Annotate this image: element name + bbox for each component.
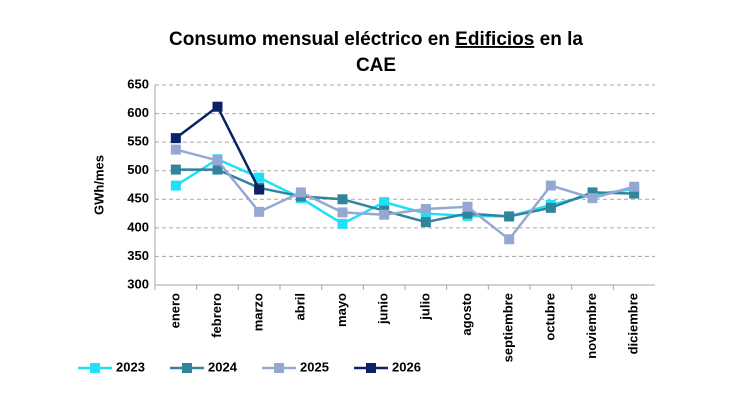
y-tick-label: 650 bbox=[127, 76, 149, 91]
y-tick-label: 450 bbox=[127, 191, 149, 206]
marker bbox=[587, 193, 598, 204]
x-tick-label: enero bbox=[167, 293, 182, 328]
legend-label: 2023 bbox=[116, 359, 145, 374]
x-tick-label: septiembre bbox=[501, 293, 516, 362]
marker bbox=[170, 164, 181, 175]
marker bbox=[295, 187, 306, 198]
y-tick-label: 550 bbox=[127, 134, 149, 149]
marker bbox=[462, 208, 473, 219]
x-tick-label: abril bbox=[292, 293, 307, 320]
marker bbox=[587, 187, 598, 198]
y-tick-label: 600 bbox=[127, 105, 149, 120]
marker bbox=[504, 211, 515, 222]
marker bbox=[337, 207, 348, 218]
marker bbox=[337, 194, 348, 205]
marker bbox=[254, 172, 265, 183]
marker bbox=[212, 155, 223, 166]
marker bbox=[337, 218, 348, 229]
title-part: Consumo mensual eléctrico en bbox=[169, 29, 450, 50]
legend-label: 2024 bbox=[208, 359, 238, 374]
marker bbox=[629, 188, 640, 199]
marker bbox=[170, 180, 181, 191]
marker bbox=[379, 197, 390, 208]
marker bbox=[170, 133, 181, 144]
x-tick-label: noviembre bbox=[584, 293, 599, 359]
marker bbox=[379, 209, 390, 220]
series-line bbox=[175, 148, 635, 242]
marker bbox=[212, 164, 223, 175]
marker bbox=[420, 217, 431, 228]
legend-label: 2026 bbox=[392, 359, 421, 374]
marker bbox=[212, 101, 223, 112]
x-tick-label: marzo bbox=[251, 293, 266, 331]
y-tick-label: 300 bbox=[127, 276, 149, 291]
y-axis-label: GWh/mes bbox=[91, 155, 106, 215]
x-tick-label: julio bbox=[417, 293, 432, 321]
x-tick-label: octubre bbox=[542, 293, 557, 341]
x-tick-label: diciembre bbox=[626, 293, 641, 354]
legend-marker bbox=[274, 363, 284, 373]
legend-marker bbox=[366, 363, 376, 373]
chart-title: Consumo mensual eléctrico en Edificios e… bbox=[169, 29, 583, 50]
legend-label: 2025 bbox=[300, 359, 329, 374]
y-tick-label: 500 bbox=[127, 162, 149, 177]
marker bbox=[629, 181, 640, 192]
title-part: en la bbox=[540, 29, 584, 50]
chart-title: CAE bbox=[356, 55, 396, 76]
legend-marker bbox=[182, 363, 192, 373]
marker bbox=[254, 184, 265, 195]
legend-marker bbox=[90, 363, 100, 373]
marker bbox=[254, 206, 265, 217]
x-tick-label: agosto bbox=[459, 293, 474, 336]
title-part: Edificios bbox=[455, 29, 534, 50]
series-line bbox=[175, 157, 635, 226]
x-tick-label: junio bbox=[376, 293, 391, 325]
x-tick-label: mayo bbox=[334, 293, 349, 327]
marker bbox=[545, 180, 556, 191]
marker bbox=[462, 201, 473, 212]
marker bbox=[170, 144, 181, 155]
marker bbox=[545, 202, 556, 213]
x-tick-label: febrero bbox=[209, 293, 224, 338]
y-tick-label: 350 bbox=[127, 248, 149, 263]
series-line bbox=[175, 168, 635, 224]
y-tick-label: 400 bbox=[127, 219, 149, 234]
marker bbox=[504, 234, 515, 245]
marker bbox=[420, 204, 431, 214]
